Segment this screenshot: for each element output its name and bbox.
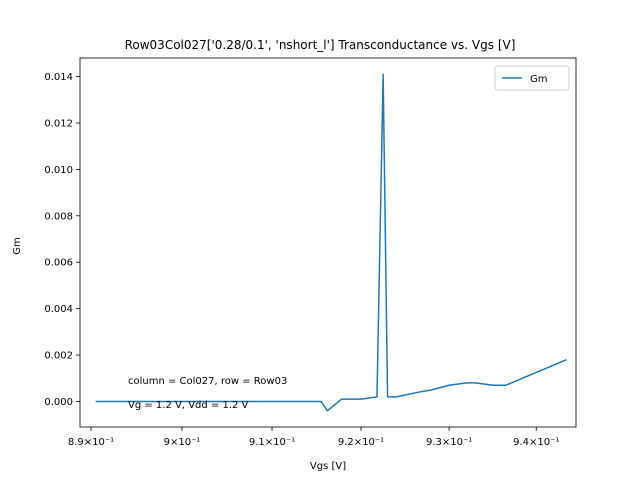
x-tick-label: 9.3×10⁻¹ — [426, 437, 472, 448]
axes-background — [80, 58, 576, 427]
series-line-gm — [95, 73, 567, 412]
y-tick-label: 0.006 — [44, 258, 73, 269]
y-tick-label: 0.004 — [44, 304, 73, 315]
x-axis-label: Vgs [V] — [310, 461, 346, 472]
x-tick-label: 9.4×10⁻¹ — [513, 437, 559, 448]
y-tick-label: 0.000 — [44, 397, 73, 408]
chart-title: Row03Col027['0.28/0.1', 'nshort_l'] Tran… — [125, 38, 516, 52]
annotation-location: column = Col027, row = Row03 — [128, 376, 287, 387]
x-axis-ticks: 8.9×10⁻¹ 9×10⁻¹ 9.1×10⁻¹ 9.2×10⁻¹ 9.3×10⁻¹ 9.… — [68, 427, 559, 448]
x-tick-label: 9.2×10⁻¹ — [338, 437, 384, 448]
x-tick-label: 8.9×10⁻¹ — [68, 437, 114, 448]
legend: Gm — [494, 65, 570, 91]
annotation-voltages: Vg = 1.2 V, Vdd = 1.2 V — [128, 400, 249, 411]
y-axis-label: Gm — [12, 237, 23, 255]
y-tick-label: 0.008 — [44, 211, 73, 222]
axes-frame — [79, 57, 577, 428]
y-axis-ticks: 0.000 0.002 0.004 0.006 0.008 0.010 0.012 0.014 — [44, 72, 80, 408]
x-tick-label: 9×10⁻¹ — [164, 437, 201, 448]
y-tick-label: 0.012 — [44, 118, 73, 129]
y-tick-label: 0.010 — [44, 165, 73, 176]
y-tick-label: 0.002 — [44, 351, 73, 362]
legend-label-gm: Gm — [530, 74, 548, 85]
plot-area — [79, 57, 577, 428]
x-tick-label: 9.1×10⁻¹ — [249, 437, 295, 448]
y-tick-label: 0.014 — [44, 72, 73, 83]
legend-box — [494, 65, 570, 91]
